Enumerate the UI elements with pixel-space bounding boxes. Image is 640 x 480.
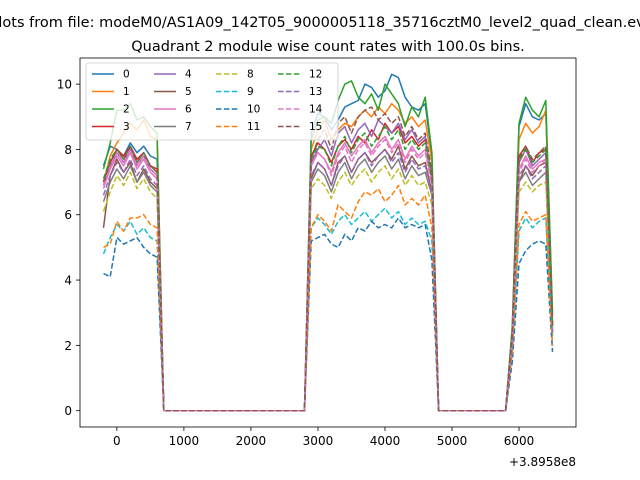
x-axis: 0 1000 2000 3000 4000 5000 6000 — [113, 427, 534, 448]
legend-frame — [85, 62, 339, 141]
x-tick-label: 1000 — [169, 434, 200, 448]
x-tick-label: 0 — [113, 434, 121, 448]
legend-label-7: 7 — [185, 121, 192, 133]
x-tick-label: 6000 — [504, 434, 535, 448]
y-tick-label: 8 — [64, 143, 72, 157]
figure-suptitle: Plots from file: modeM0/AS1A09_142T05_90… — [0, 15, 640, 31]
legend-label-11: 11 — [247, 121, 260, 133]
chart-title: Quadrant 2 module wise count rates with … — [131, 39, 525, 55]
legend-label-10: 10 — [247, 104, 260, 116]
legend-label-4: 4 — [185, 69, 192, 81]
y-tick-label: 10 — [57, 78, 72, 92]
x-tick-label: 2000 — [236, 434, 267, 448]
x-tick-label: 5000 — [437, 434, 468, 448]
x-tick-label: 4000 — [370, 434, 401, 448]
series-line-8 — [102, 165, 554, 412]
legend-label-6: 6 — [185, 104, 192, 116]
legend-label-8: 8 — [247, 69, 254, 81]
y-tick-label: 2 — [64, 339, 72, 353]
x-offset-label: +3.8958e8 — [509, 455, 576, 469]
legend-label-12: 12 — [309, 69, 322, 81]
plot-frame — [79, 57, 577, 428]
y-axis: 0 2 4 6 8 10 — [57, 78, 80, 418]
x-tick-label: 3000 — [303, 434, 334, 448]
legend-label-2: 2 — [123, 104, 130, 116]
legend-label-1: 1 — [123, 86, 130, 98]
legend-label-15: 15 — [309, 121, 322, 133]
series-line-15 — [102, 106, 554, 412]
legend-label-3: 3 — [123, 121, 130, 133]
legend-label-5: 5 — [185, 86, 192, 98]
legend-label-9: 9 — [247, 86, 254, 98]
legend-label-0: 0 — [123, 69, 130, 81]
y-tick-label: 4 — [64, 274, 72, 288]
legend-label-13: 13 — [309, 86, 322, 98]
y-tick-label: 0 — [64, 404, 72, 418]
y-tick-label: 6 — [64, 208, 72, 222]
legend-label-14: 14 — [309, 104, 323, 116]
